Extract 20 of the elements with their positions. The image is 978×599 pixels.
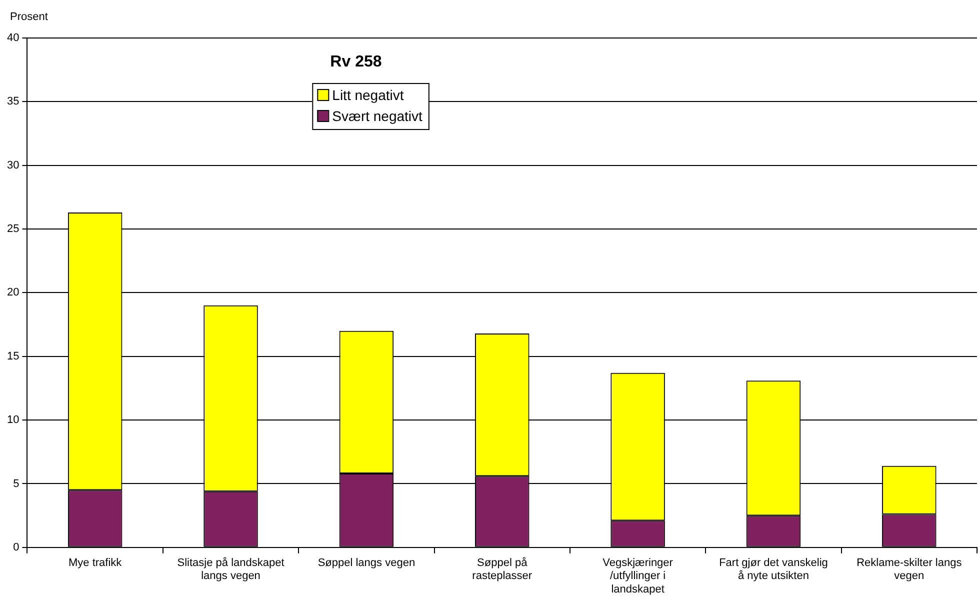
y-tick-label: 5 (13, 478, 20, 490)
y-tick-label: 10 (6, 414, 20, 426)
text: Rv 258 (330, 53, 382, 70)
legend-label: Litt negativt (332, 86, 404, 103)
x-tick-label: Reklame-skilter langs vegen (856, 557, 962, 582)
x-tick-label: Mye trafikk (68, 557, 122, 570)
y-tick-label: 20 (6, 286, 20, 299)
x-tick-label: Fart gjør det vanskelig å nyte utsikten (719, 557, 828, 582)
x-tick-label: Søppel på rasteplasser (472, 557, 532, 582)
y-tick-label: 0 (13, 541, 20, 554)
y-tick-label: 40 (6, 32, 20, 44)
legend-label: Svært negativt (332, 108, 423, 124)
x-tick-label: Vegskjæringer /utfyllinger i landskapet (602, 557, 674, 596)
y-tick-label: 25 (6, 223, 20, 236)
y-tick-label: 35 (6, 96, 20, 108)
y-tick-label: 15 (6, 350, 20, 362)
y-tick-label: 30 (6, 159, 20, 172)
y-axis-title: Prosent (10, 11, 48, 24)
x-tick-label: Søppel langs vegen (318, 557, 416, 570)
x-tick-label: Slitasje på landskapet langs vegen (177, 557, 284, 582)
